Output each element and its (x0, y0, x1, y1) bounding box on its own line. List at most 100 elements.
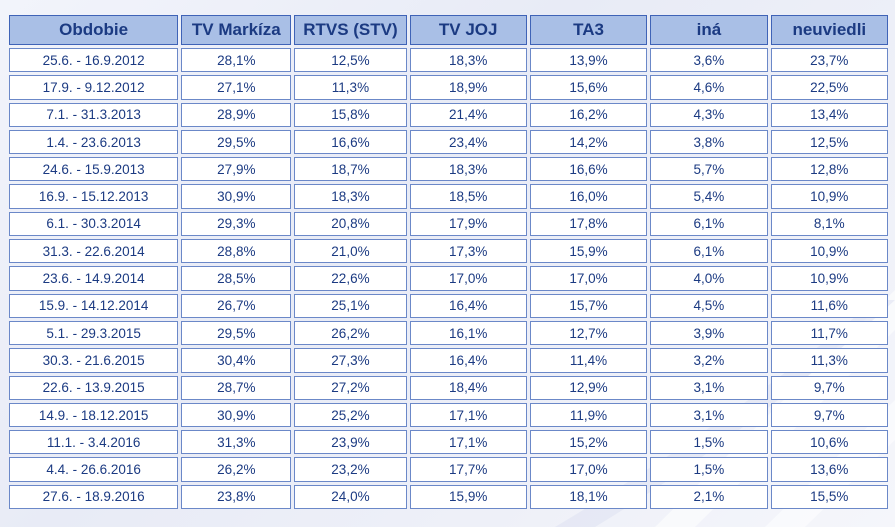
neuviedli-cell: 22,5% (770, 75, 888, 100)
table-row: 24.6. - 15.9.2013 27,9% 18,7% 18,3% 16,6% 5,7… (9, 157, 888, 182)
ina-cell: 3,1% (650, 375, 768, 400)
ta3-cell: 17,0% (529, 457, 648, 482)
ina-cell: 5,7% (650, 157, 768, 182)
ina-cell: 6,1% (650, 239, 768, 264)
period-cell: 1.4. - 23.6.2013 (9, 129, 179, 155)
ina-cell: 1,5% (650, 457, 768, 482)
ta3-cell: 12,9% (529, 375, 648, 400)
header-obdobie: Obdobie (9, 15, 179, 45)
markiza-cell: 29,3% (181, 211, 292, 237)
ta3-cell: 15,2% (529, 430, 648, 455)
joj-cell: 17,1% (409, 402, 527, 428)
table-row: 14.9. - 18.12.2015 30,9% 25,2% 17,1% 11,9% 3,… (9, 402, 888, 428)
joj-cell: 15,9% (409, 484, 527, 510)
period-cell: 27.6. - 18.9.2016 (9, 484, 179, 510)
ta3-cell: 16,6% (529, 157, 648, 182)
period-cell: 30.3. - 21.6.2015 (9, 348, 179, 373)
rtvs-cell: 26,2% (294, 320, 407, 346)
ta3-cell: 17,8% (529, 211, 648, 237)
period-cell: 4.4. - 26.6.2016 (9, 457, 179, 482)
joj-cell: 16,1% (409, 320, 527, 346)
period-cell: 23.6. - 14.9.2014 (9, 266, 179, 291)
table-row: 31.3. - 22.6.2014 28,8% 21,0% 17,3% 15,9% 6,1… (9, 239, 888, 264)
table-row: 1.4. - 23.6.2013 29,5% 16,6% 23,4% 14,2% 3,8%… (9, 129, 888, 155)
table-row: 30.3. - 21.6.2015 30,4% 27,3% 16,4% 11,4% 3,2… (9, 348, 888, 373)
rtvs-cell: 23,2% (294, 457, 407, 482)
rtvs-cell: 23,9% (294, 430, 407, 455)
table-row: 17.9. - 9.12.2012 27,1% 11,3% 18,9% 15,6% 4,6… (9, 75, 888, 100)
table-row: 25.6. - 16.9.2012 28,1% 12,5% 18,3% 13,9% 3,6… (9, 48, 888, 73)
ta3-cell: 15,6% (529, 75, 648, 100)
table-row: 23.6. - 14.9.2014 28,5% 22,6% 17,0% 17,0% 4,0… (9, 266, 888, 291)
neuviedli-cell: 12,5% (770, 129, 888, 155)
neuviedli-cell: 8,1% (770, 211, 888, 237)
rtvs-cell: 25,2% (294, 402, 407, 428)
header-ta3: TA3 (529, 15, 648, 45)
joj-cell: 23,4% (409, 129, 527, 155)
neuviedli-cell: 15,5% (770, 484, 888, 510)
ta3-cell: 11,9% (529, 402, 648, 428)
ta3-cell: 12,7% (529, 320, 648, 346)
markiza-cell: 30,4% (181, 348, 292, 373)
ta3-cell: 14,2% (529, 129, 648, 155)
table-body: 25.6. - 16.9.2012 28,1% 12,5% 18,3% 13,9% 3,6… (9, 48, 888, 510)
markiza-cell: 28,7% (181, 375, 292, 400)
markiza-cell: 26,7% (181, 293, 292, 318)
rtvs-cell: 24,0% (294, 484, 407, 510)
ina-cell: 3,6% (650, 48, 768, 73)
table-row: 16.9. - 15.12.2013 30,9% 18,3% 18,5% 16,0% 5,… (9, 184, 888, 209)
joj-cell: 17,1% (409, 430, 527, 455)
share-table-container: Obdobie TV Markíza RTVS (STV) TV JOJ TA3… (6, 12, 891, 512)
rtvs-cell: 16,6% (294, 129, 407, 155)
period-cell: 14.9. - 18.12.2015 (9, 402, 179, 428)
markiza-cell: 30,9% (181, 184, 292, 209)
table-row: 4.4. - 26.6.2016 26,2% 23,2% 17,7% 17,0% 1,5%… (9, 457, 888, 482)
markiza-cell: 28,8% (181, 239, 292, 264)
joj-cell: 17,9% (409, 211, 527, 237)
period-cell: 5.1. - 29.3.2015 (9, 320, 179, 346)
rtvs-cell: 22,6% (294, 266, 407, 291)
markiza-cell: 29,5% (181, 129, 292, 155)
header-tv-markiza: TV Markíza (181, 15, 292, 45)
header-neuviedli: neuviedli (770, 15, 888, 45)
joj-cell: 17,3% (409, 239, 527, 264)
ina-cell: 4,5% (650, 293, 768, 318)
ina-cell: 3,9% (650, 320, 768, 346)
neuviedli-cell: 10,9% (770, 239, 888, 264)
period-cell: 31.3. - 22.6.2014 (9, 239, 179, 264)
period-cell: 15.9. - 14.12.2014 (9, 293, 179, 318)
ta3-cell: 18,1% (529, 484, 648, 510)
joj-cell: 18,4% (409, 375, 527, 400)
ina-cell: 3,1% (650, 402, 768, 428)
ina-cell: 6,1% (650, 211, 768, 237)
rtvs-cell: 27,2% (294, 375, 407, 400)
period-cell: 6.1. - 30.3.2014 (9, 211, 179, 237)
neuviedli-cell: 12,8% (770, 157, 888, 182)
table-row: 15.9. - 14.12.2014 26,7% 25,1% 16,4% 15,7% 4,… (9, 293, 888, 318)
neuviedli-cell: 10,9% (770, 266, 888, 291)
ina-cell: 5,4% (650, 184, 768, 209)
neuviedli-cell: 10,6% (770, 430, 888, 455)
joj-cell: 18,3% (409, 157, 527, 182)
joj-cell: 18,5% (409, 184, 527, 209)
table-header-row: Obdobie TV Markíza RTVS (STV) TV JOJ TA3… (9, 15, 888, 45)
ina-cell: 4,3% (650, 102, 768, 127)
table-row: 27.6. - 18.9.2016 23,8% 24,0% 15,9% 18,1% 2,1… (9, 484, 888, 510)
ta3-cell: 15,7% (529, 293, 648, 318)
neuviedli-cell: 13,4% (770, 102, 888, 127)
rtvs-cell: 11,3% (294, 75, 407, 100)
markiza-cell: 26,2% (181, 457, 292, 482)
ta3-cell: 16,2% (529, 102, 648, 127)
table-row: 11.1. - 3.4.2016 31,3% 23,9% 17,1% 15,2% 1,5%… (9, 430, 888, 455)
markiza-cell: 31,3% (181, 430, 292, 455)
rtvs-cell: 18,7% (294, 157, 407, 182)
markiza-cell: 28,1% (181, 48, 292, 73)
header-rtvs: RTVS (STV) (294, 15, 407, 45)
neuviedli-cell: 9,7% (770, 375, 888, 400)
neuviedli-cell: 11,3% (770, 348, 888, 373)
ta3-cell: 15,9% (529, 239, 648, 264)
ta3-cell: 11,4% (529, 348, 648, 373)
markiza-cell: 30,9% (181, 402, 292, 428)
ta3-cell: 16,0% (529, 184, 648, 209)
ina-cell: 4,0% (650, 266, 768, 291)
